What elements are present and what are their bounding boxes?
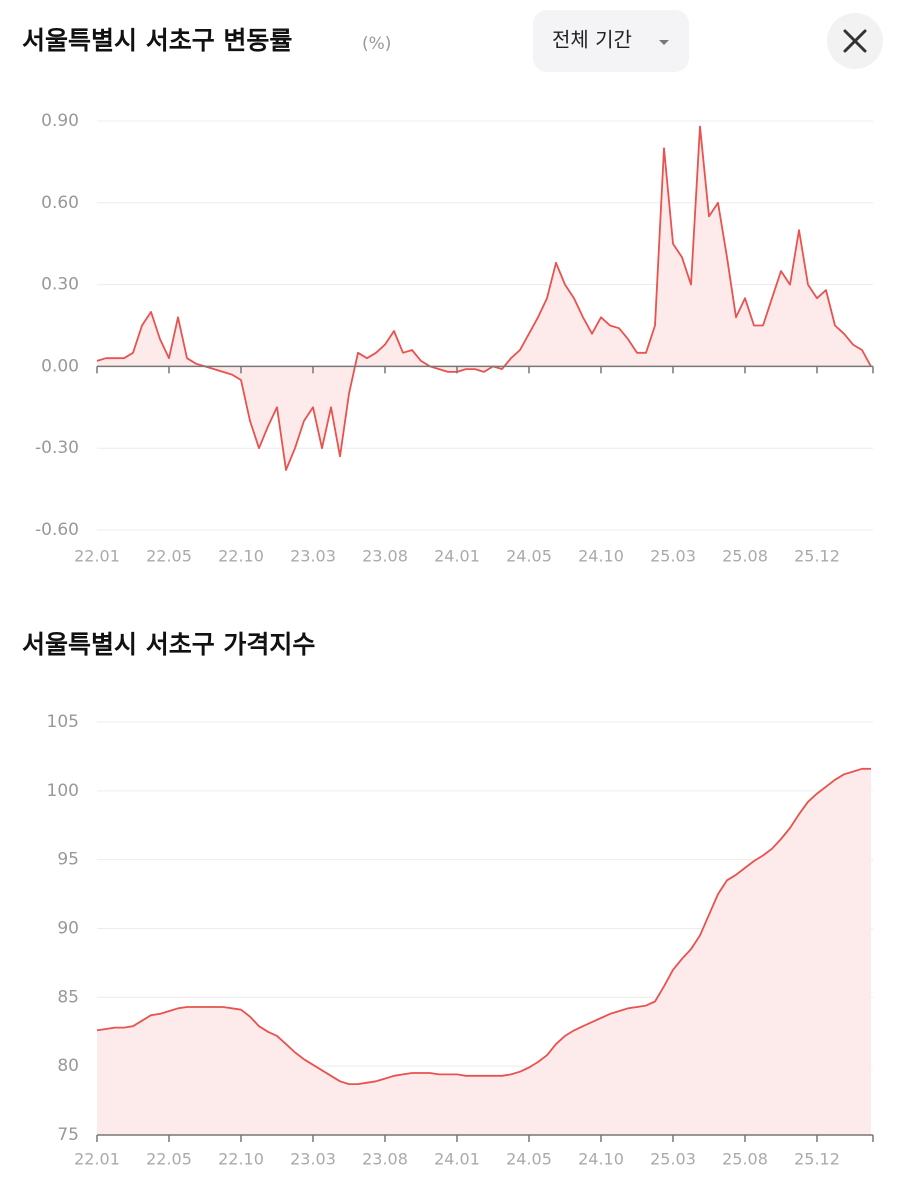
y-tick-label: 0.00: [41, 356, 79, 376]
close-button[interactable]: [827, 13, 883, 69]
y-tick-label: 75: [57, 1125, 79, 1145]
x-tick-label: 22.10: [218, 547, 264, 566]
x-tick-label: 24.01: [434, 547, 480, 566]
x-tick-label: 25.12: [794, 1150, 840, 1169]
x-tick-label: 25.03: [650, 1150, 696, 1169]
x-tick-label: 25.12: [794, 547, 840, 566]
x-tick-label: 24.05: [506, 1150, 552, 1169]
period-dropdown[interactable]: 전체 기간: [533, 10, 689, 72]
x-tick-label: 25.08: [722, 547, 768, 566]
index-title: 서울특별시 서초구 가격지수: [22, 630, 315, 659]
y-tick-label: 0.30: [41, 275, 79, 295]
x-tick-label: 24.10: [578, 547, 624, 566]
x-tick-label: 23.08: [362, 547, 408, 566]
line: [96, 767, 871, 1085]
line: [96, 125, 872, 471]
y-tick-label: -0.60: [35, 520, 79, 540]
x-tick-label: 23.03: [290, 1150, 336, 1169]
dropdown-caret: [659, 40, 669, 45]
y-tick-label: 100: [47, 781, 79, 801]
y-tick-label: 0.90: [41, 111, 79, 131]
x-tick-label: 22.10: [218, 1150, 264, 1169]
x-tick-label: 25.08: [722, 1150, 768, 1169]
x-tick-label: 22.05: [146, 1150, 192, 1169]
y-tick-label: -0.30: [35, 438, 79, 458]
x-tick-label: 22.05: [146, 547, 192, 566]
dropdown-bg[interactable]: [533, 10, 689, 72]
dropdown-label[interactable]: 전체 기간: [552, 28, 632, 52]
x-tick-label: 22.01: [74, 547, 120, 566]
rate-title: 서울특별시 서초구 변동률: [22, 26, 292, 55]
x-tick-label: 24.05: [506, 547, 552, 566]
y-tick-label: 95: [57, 850, 79, 870]
area: [97, 768, 871, 1135]
x-tick-label: 22.01: [74, 1150, 120, 1169]
x-tick-label: 23.03: [290, 547, 336, 566]
y-tick-label: 80: [57, 1056, 79, 1076]
y-tick-label: 85: [57, 987, 79, 1007]
close-icon: [843, 29, 867, 53]
x-tick-label: 25.03: [650, 547, 696, 566]
y-tick-label: 90: [57, 919, 79, 939]
unit: (%): [362, 34, 391, 54]
x-tick-label: 24.10: [578, 1150, 624, 1169]
x-tick-label: 23.08: [362, 1150, 408, 1169]
y-tick-label: 0.60: [41, 193, 79, 213]
y-tick-label: 105: [47, 712, 79, 732]
area: [97, 126, 871, 470]
x-tick-label: 24.01: [434, 1150, 480, 1169]
